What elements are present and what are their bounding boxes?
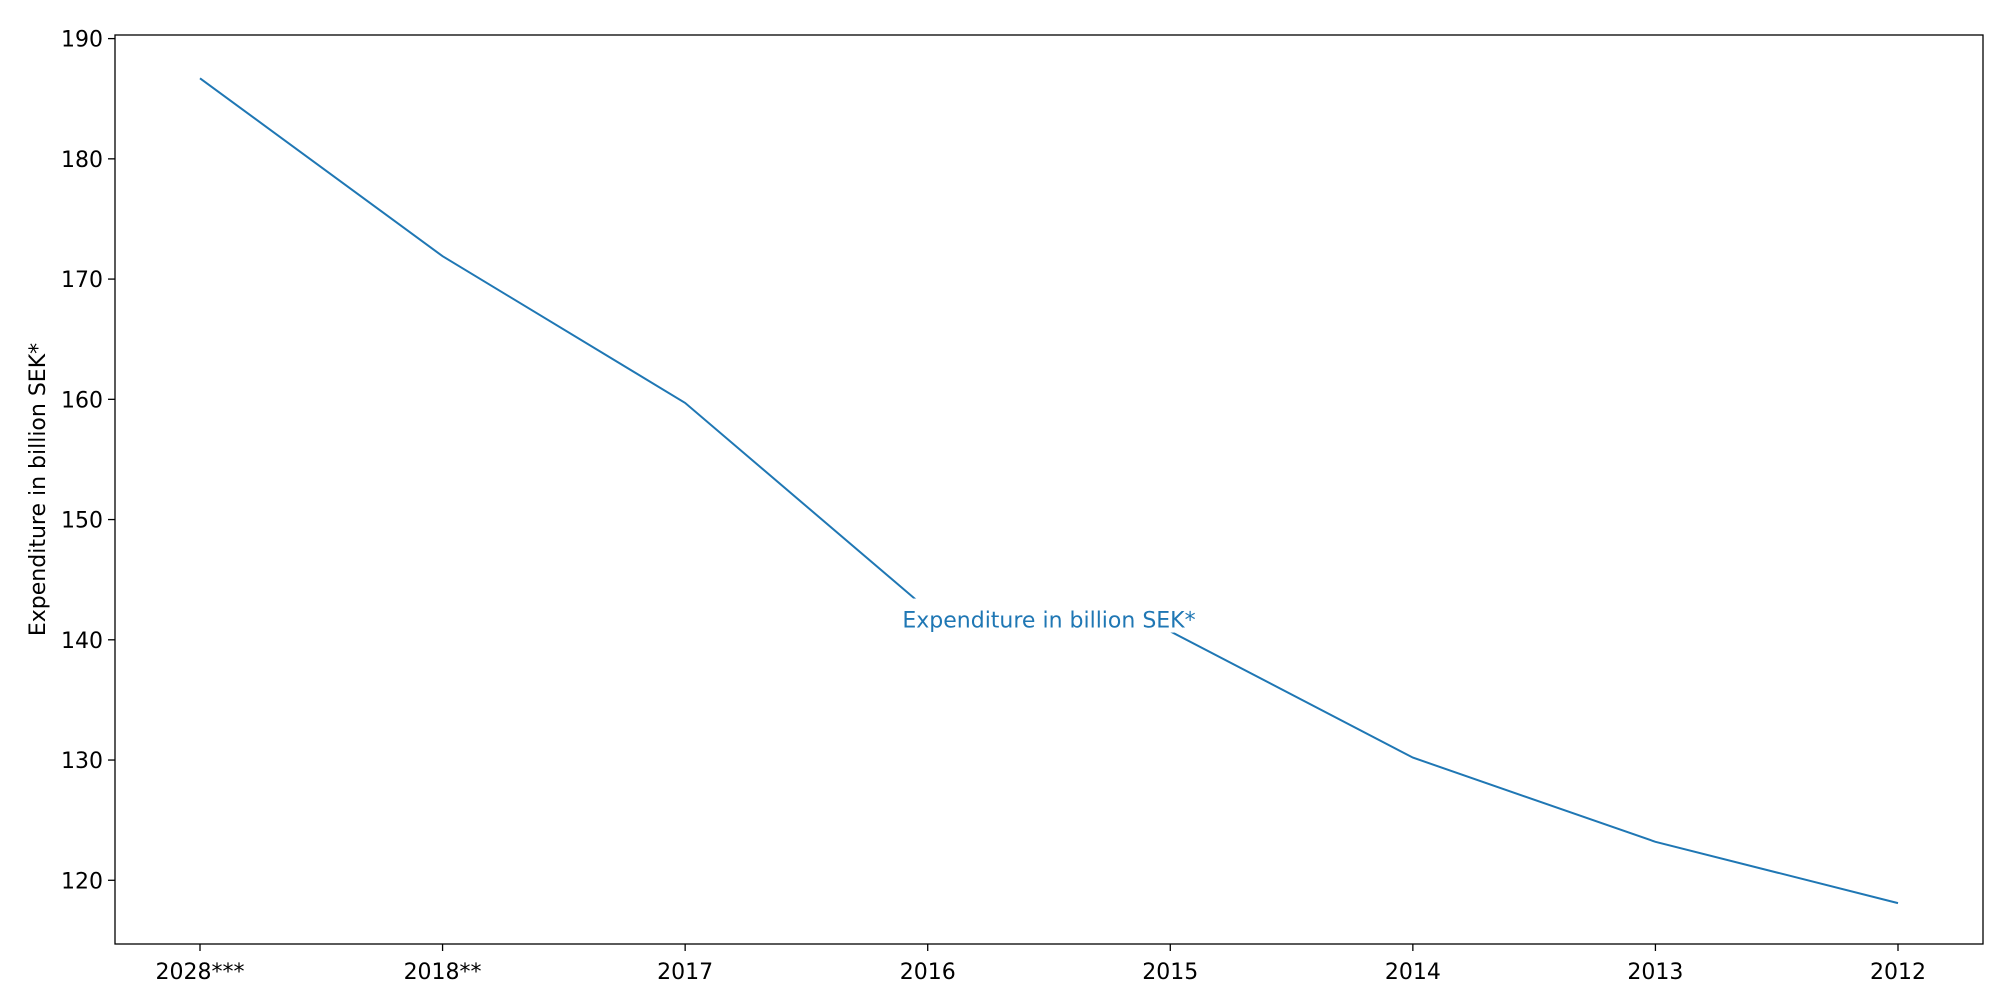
x-tick-label: 2017 [657, 960, 713, 985]
series-inline-label: Expenditure in billion SEK* [902, 609, 1195, 634]
plot-frame [114, 34, 1984, 945]
x-tick-label: 2014 [1385, 960, 1441, 985]
y-axis-label: Expenditure in billion SEK* [26, 343, 51, 636]
y-tick-label: 160 [61, 388, 103, 413]
x-tick-label: 2016 [900, 960, 956, 985]
y-axis-ticks: 120 130 140 150 160 170 180 190 [61, 28, 115, 894]
y-tick-label: 140 [61, 629, 103, 654]
x-tick-label: 2028*** [156, 960, 245, 985]
series-line [199, 77, 1899, 905]
x-tick-label: 2018** [404, 960, 482, 985]
series-layer: Expenditure in billion SEK* [199, 77, 1899, 905]
y-tick-label: 170 [61, 268, 103, 293]
x-axis-ticks: 2028*** 2018** 2017 2016 2015 2014 2013 2012 [156, 944, 1926, 985]
x-tick-label: 2013 [1627, 960, 1683, 985]
y-tick-label: 190 [61, 28, 103, 53]
y-tick-label: 150 [61, 509, 103, 534]
y-tick-label: 120 [61, 869, 103, 894]
x-tick-label: 2012 [1870, 960, 1926, 985]
series-label-background [881, 598, 1217, 633]
y-tick-label: 180 [61, 148, 103, 173]
x-tick-label: 2015 [1142, 960, 1198, 985]
y-tick-label: 130 [61, 749, 103, 774]
